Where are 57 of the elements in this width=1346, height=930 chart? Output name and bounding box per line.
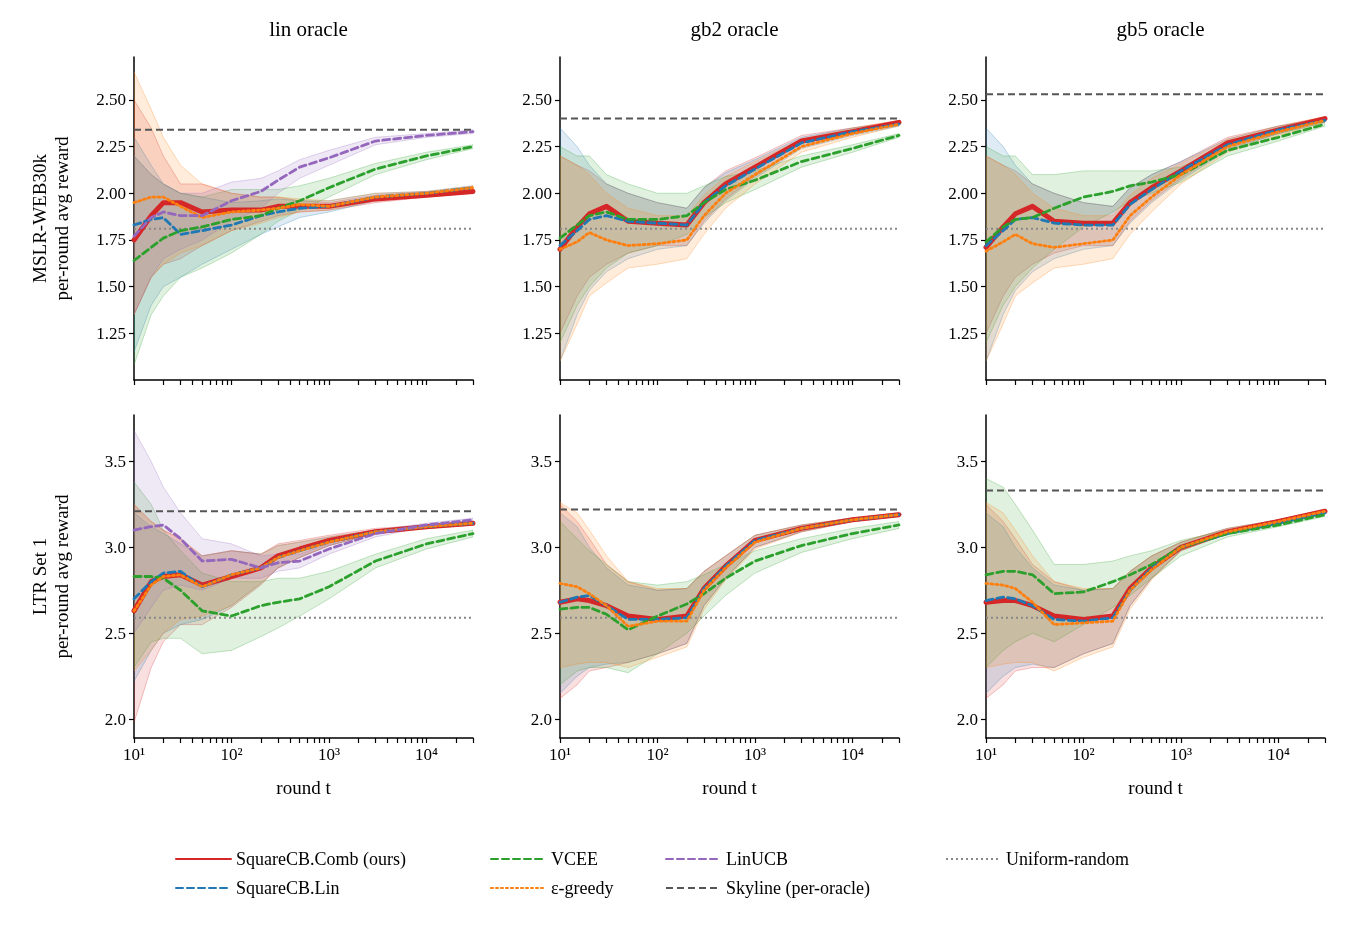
y-tick-label: 2.50	[948, 90, 978, 110]
x-tick-label: 10⁴	[841, 745, 865, 764]
x-axis-title: round t	[1128, 776, 1184, 798]
x-axis-title: round t	[276, 776, 332, 798]
y-axis-title: LTR Set 1 per-round avg reward	[28, 493, 72, 659]
legend-label: SquareCB.Lin	[236, 878, 340, 898]
legend-label: ε-greedy	[551, 878, 614, 898]
y-tick-label: 2.25	[96, 137, 126, 157]
y-tick-label: 2.0	[530, 709, 552, 729]
x-tick-label: 10⁴	[415, 745, 439, 764]
y-tick-label: 3.0	[104, 537, 126, 557]
y-tick-label: 3.5	[104, 451, 126, 471]
legend-label: Uniform-random	[1006, 849, 1129, 869]
chart-title: gb5 oracle	[1116, 16, 1205, 41]
y-tick-label: 2.0	[956, 709, 978, 729]
y-tick-label: 2.00	[522, 183, 552, 203]
y-tick-label: 2.00	[948, 183, 978, 203]
y-tick-label: 3.5	[530, 451, 552, 471]
y-tick-label: 2.5	[956, 623, 978, 643]
y-tick-label: 3.0	[956, 537, 978, 557]
x-tick-label: 10³	[743, 745, 767, 764]
y-tick-label: 2.50	[96, 90, 126, 110]
legend-label: SquareCB.Comb (ours)	[236, 849, 406, 870]
y-tick-label: 1.50	[948, 277, 978, 297]
x-tick-label: 10³	[1169, 745, 1193, 764]
y-tick-label: 2.25	[948, 137, 978, 157]
legend-label: LinUCB	[726, 849, 789, 869]
y-tick-label: 1.50	[96, 277, 126, 297]
y-tick-label: 2.50	[522, 90, 552, 110]
legend-label: Skyline (per-oracle)	[726, 878, 871, 899]
y-tick-label: 1.75	[96, 230, 126, 250]
x-tick-label: 10¹	[122, 745, 146, 764]
x-tick-label: 10⁴	[1267, 745, 1291, 764]
y-tick-label: 3.0	[530, 537, 552, 557]
y-tick-label: 2.00	[96, 183, 126, 203]
y-tick-label: 1.75	[948, 230, 978, 250]
y-tick-label: 1.25	[96, 323, 126, 343]
x-tick-label: 10¹	[974, 745, 998, 764]
y-tick-label: 1.25	[948, 323, 978, 343]
chart-title: lin oracle	[269, 16, 348, 41]
chart-title: gb2 oracle	[690, 16, 779, 41]
x-tick-label: 10²	[220, 745, 243, 764]
x-tick-label: 10²	[646, 745, 669, 764]
x-tick-label: 10²	[1072, 745, 1095, 764]
x-axis-title: round t	[702, 776, 758, 798]
y-tick-label: 1.50	[522, 277, 552, 297]
y-tick-label: 2.25	[522, 137, 552, 157]
x-tick-label: 10³	[317, 745, 341, 764]
y-axis-title: MSLR-WEB30k per-round avg reward	[28, 135, 72, 301]
y-tick-label: 2.5	[104, 623, 126, 643]
legend-label: VCEE	[551, 849, 598, 869]
y-tick-label: 2.0	[104, 709, 126, 729]
y-tick-label: 3.5	[956, 451, 978, 471]
x-tick-label: 10¹	[548, 745, 572, 764]
y-tick-label: 1.25	[522, 323, 552, 343]
y-tick-label: 2.5	[530, 623, 552, 643]
y-tick-label: 1.75	[522, 230, 552, 250]
